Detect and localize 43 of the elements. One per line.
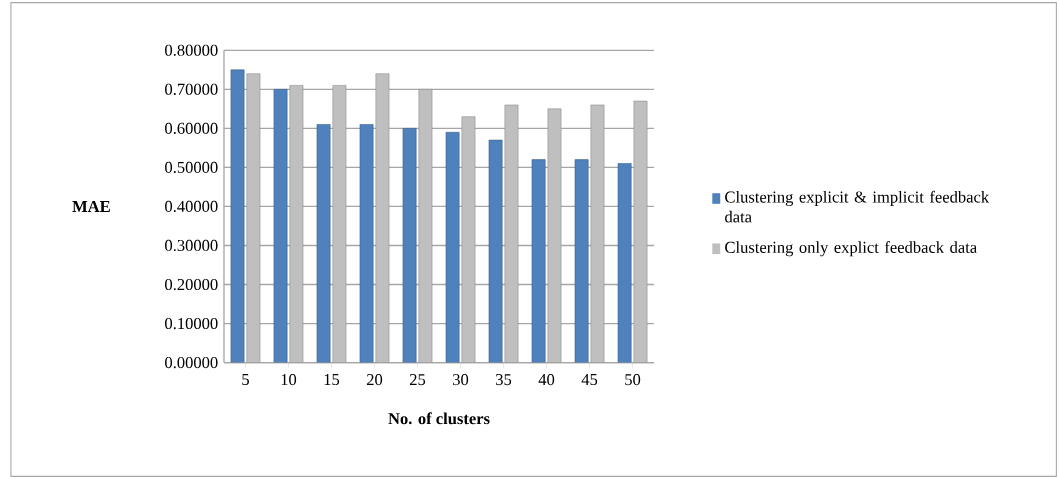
- y-tick-label: 0.20000: [165, 278, 218, 291]
- y-tick-label: 0.10000: [165, 317, 218, 330]
- bar: [445, 131, 460, 363]
- x-tick-label: 35: [496, 374, 512, 386]
- x-axis-title: No. of clusters: [388, 412, 490, 425]
- bar: [617, 163, 632, 363]
- bar: [418, 89, 433, 363]
- bar: [359, 124, 374, 363]
- y-tick-label: 0.30000: [165, 239, 218, 252]
- bar: [289, 85, 304, 363]
- bar: [531, 159, 546, 363]
- bar: [316, 124, 331, 363]
- bar: [332, 85, 347, 363]
- bar: [547, 108, 562, 363]
- legend-label: Clustering only explict feedback data: [725, 241, 977, 257]
- x-tick-label: 50: [625, 374, 641, 386]
- x-tick-label: 30: [453, 374, 469, 386]
- x-tick-label: 45: [581, 374, 598, 386]
- bar: [375, 73, 390, 363]
- x-tick-label: 25: [409, 374, 426, 386]
- x-tick-label: 20: [366, 374, 383, 386]
- legend-label: Clustering explicit & implicit feedback data: [725, 190, 990, 223]
- bar: [230, 69, 245, 363]
- bar: [488, 139, 503, 363]
- bar: [246, 73, 261, 363]
- y-tick-label: 0.50000: [165, 161, 218, 173]
- bar: [574, 159, 589, 363]
- y-tick-label: 0.00000: [165, 356, 218, 369]
- bar: [590, 104, 605, 363]
- y-tick-label: 0.70000: [165, 83, 218, 95]
- x-tick-label: 5: [242, 374, 249, 385]
- bar: [633, 100, 648, 363]
- y-axis-title: MAE: [72, 200, 110, 212]
- x-tick-label: 10: [281, 374, 297, 386]
- bar: [402, 128, 417, 363]
- y-tick-label: 0.80000: [165, 44, 218, 56]
- y-tick-label: 0.60000: [165, 122, 218, 134]
- y-tick-label: 0.40000: [165, 200, 218, 213]
- x-tick-label: 15: [324, 374, 340, 386]
- x-tick-label: 40: [538, 374, 555, 386]
- bar: [273, 89, 288, 363]
- bar: [504, 104, 519, 363]
- bar: [461, 116, 476, 363]
